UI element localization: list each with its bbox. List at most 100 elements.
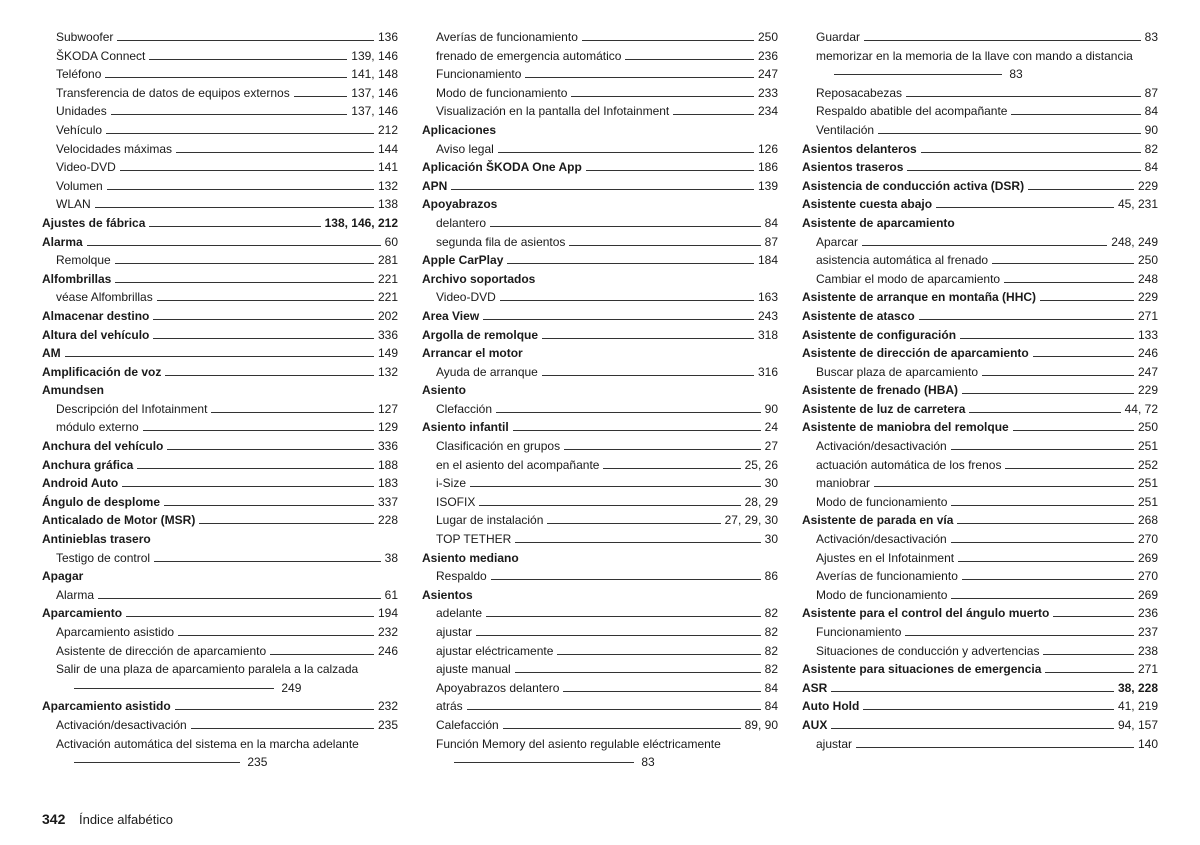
index-entry: Asistente de atasco271 bbox=[802, 307, 1158, 326]
index-entry: Situaciones de conducción y advertencias… bbox=[802, 642, 1158, 661]
index-page: 229 bbox=[1138, 381, 1158, 400]
index-label: AM bbox=[42, 344, 61, 363]
index-page: 233 bbox=[758, 84, 778, 103]
index-heading: Asistente de aparcamiento bbox=[802, 214, 1158, 233]
index-entry: Auto Hold41, 219 bbox=[802, 697, 1158, 716]
index-page: 139 bbox=[758, 177, 778, 196]
index-page: 246 bbox=[378, 642, 398, 661]
index-label: Vehículo bbox=[56, 121, 102, 140]
index-label: Modo de funcionamiento bbox=[816, 493, 947, 512]
column-3: Guardar83memorizar en la memoria de la l… bbox=[802, 28, 1158, 772]
index-page: 251 bbox=[1138, 474, 1158, 493]
index-label: Alarma bbox=[56, 586, 94, 605]
index-entry: Guardar 83 bbox=[802, 28, 1158, 47]
index-label: Asientos traseros bbox=[802, 158, 903, 177]
index-label: Activación/desactivación bbox=[816, 530, 947, 549]
index-page: 184 bbox=[758, 251, 778, 270]
index-entry: Funcionamiento247 bbox=[422, 65, 778, 84]
index-label: ajustar eléctricamente bbox=[436, 642, 553, 661]
index-label: Calefacción bbox=[436, 716, 499, 735]
index-entry: Descripción del Infotainment127 bbox=[42, 400, 398, 419]
index-label: Guardar bbox=[816, 28, 860, 47]
index-page: 138 bbox=[378, 195, 398, 214]
index-label: Alfombrillas bbox=[42, 270, 111, 289]
index-entry: Anticalado de Motor (MSR)228 bbox=[42, 511, 398, 530]
index-label: Funcionamiento bbox=[436, 65, 521, 84]
index-page: 268 bbox=[1138, 511, 1158, 530]
column-1: Subwoofer136ŠKODA Connect139, 146Teléfon… bbox=[42, 28, 398, 772]
index-page: 132 bbox=[378, 363, 398, 382]
index-label: véase Alfombrillas bbox=[56, 288, 153, 307]
index-entry: Argolla de remolque318 bbox=[422, 326, 778, 345]
index-entry: APN139 bbox=[422, 177, 778, 196]
index-entry: Alarma60 bbox=[42, 233, 398, 252]
index-page: 60 bbox=[385, 233, 398, 252]
index-page: 84 bbox=[765, 214, 778, 233]
index-entry: Calefacción 89, 90 bbox=[422, 716, 778, 735]
index-columns: Subwoofer136ŠKODA Connect139, 146Teléfon… bbox=[42, 28, 1158, 772]
index-label: Respaldo bbox=[436, 567, 487, 586]
index-page: 250 bbox=[1138, 418, 1158, 437]
index-page: 28, 29 bbox=[745, 493, 778, 512]
index-label: Descripción del Infotainment bbox=[56, 400, 207, 419]
index-entry: ajuste manual82 bbox=[422, 660, 778, 679]
index-label: Apple CarPlay bbox=[422, 251, 503, 270]
index-entry: ajustar eléctricamente82 bbox=[422, 642, 778, 661]
index-label: Altura del vehículo bbox=[42, 326, 149, 345]
index-label: ISOFIX bbox=[436, 493, 475, 512]
index-page: 248, 249 bbox=[1111, 233, 1158, 252]
index-label: Aparcamiento asistido bbox=[56, 623, 174, 642]
index-label: Asistente de frenado (HBA) bbox=[802, 381, 958, 400]
index-label: Asistencia de conducción activa (DSR) bbox=[802, 177, 1024, 196]
index-entry: Alarma61 bbox=[42, 586, 398, 605]
index-page: 83 bbox=[1145, 28, 1158, 47]
index-label: Testigo de control bbox=[56, 549, 150, 568]
page-number: 342 bbox=[42, 811, 65, 827]
index-entry: ajustar140 bbox=[802, 735, 1158, 754]
index-page: 229 bbox=[1138, 177, 1158, 196]
index-label: Cambiar el modo de aparcamiento bbox=[816, 270, 1000, 289]
index-entry: TOP TETHER30 bbox=[422, 530, 778, 549]
index-page: 236 bbox=[1138, 604, 1158, 623]
index-entry: Buscar plaza de aparcamiento247 bbox=[802, 363, 1158, 382]
index-page: 94, 157 bbox=[1118, 716, 1158, 735]
index-page: 44, 72 bbox=[1125, 400, 1158, 419]
index-entry: Asistente de frenado (HBA) 229 bbox=[802, 381, 1158, 400]
index-label: Apoyabrazos delantero bbox=[436, 679, 559, 698]
index-page: 82 bbox=[765, 604, 778, 623]
index-page: 30 bbox=[765, 530, 778, 549]
index-label: Amplificación de voz bbox=[42, 363, 161, 382]
index-entry: Reposacabezas87 bbox=[802, 84, 1158, 103]
index-entry: Apple CarPlay 184 bbox=[422, 251, 778, 270]
index-page: 90 bbox=[765, 400, 778, 419]
index-entry: Ángulo de desplome337 bbox=[42, 493, 398, 512]
index-heading: Amundsen bbox=[42, 381, 398, 400]
index-label: Teléfono bbox=[56, 65, 101, 84]
index-entry: Velocidades máximas144 bbox=[42, 140, 398, 159]
index-entry: módulo externo129 bbox=[42, 418, 398, 437]
index-page: 27, 29, 30 bbox=[725, 511, 778, 530]
index-heading: Apagar bbox=[42, 567, 398, 586]
index-entry: Remolque281 bbox=[42, 251, 398, 270]
index-label: ŠKODA Connect bbox=[56, 47, 145, 66]
index-entry: Area View243 bbox=[422, 307, 778, 326]
index-entry: Asistencia de conducción activa (DSR) 229 bbox=[802, 177, 1158, 196]
index-entry: véase Alfombrillas221 bbox=[42, 288, 398, 307]
index-page: 137, 146 bbox=[351, 102, 398, 121]
page-footer: 342 Índice alfabético bbox=[42, 811, 173, 827]
index-label: Averías de funcionamiento bbox=[816, 567, 958, 586]
index-label: Activación automática del sistema en la … bbox=[56, 737, 359, 751]
index-label: ajustar bbox=[816, 735, 852, 754]
index-label: frenado de emergencia automático bbox=[436, 47, 621, 66]
index-page: 246 bbox=[1138, 344, 1158, 363]
index-entry: Averías de funcionamiento270 bbox=[802, 567, 1158, 586]
index-label: Reposacabezas bbox=[816, 84, 902, 103]
index-entry: Anchura del vehículo336 bbox=[42, 437, 398, 456]
index-entry: Ajustes de fábrica138, 146, 212 bbox=[42, 214, 398, 233]
index-heading: Asiento mediano bbox=[422, 549, 778, 568]
index-page: 235 bbox=[247, 755, 267, 769]
index-page: 251 bbox=[1138, 437, 1158, 456]
index-page: 89, 90 bbox=[745, 716, 778, 735]
index-page: 269 bbox=[1138, 586, 1158, 605]
index-page: 41, 219 bbox=[1118, 697, 1158, 716]
